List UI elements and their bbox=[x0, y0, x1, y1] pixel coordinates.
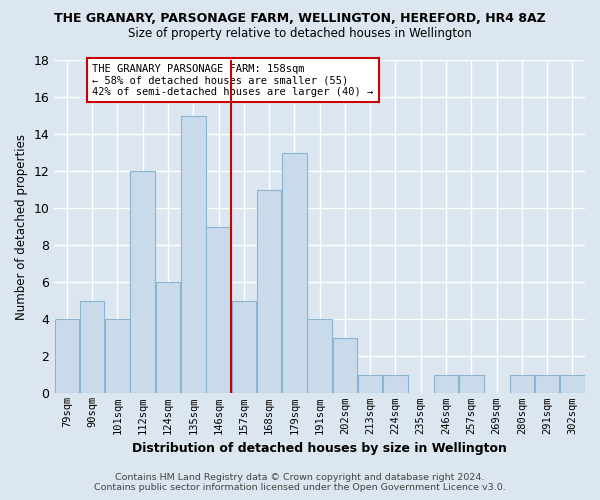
Bar bbox=[307, 320, 332, 394]
Bar bbox=[80, 301, 104, 394]
Bar bbox=[55, 320, 79, 394]
Text: THE GRANARY PARSONAGE FARM: 158sqm
← 58% of detached houses are smaller (55)
42%: THE GRANARY PARSONAGE FARM: 158sqm ← 58%… bbox=[92, 64, 373, 97]
Bar bbox=[181, 116, 206, 394]
Bar bbox=[434, 375, 458, 394]
Bar bbox=[560, 375, 584, 394]
Text: THE GRANARY, PARSONAGE FARM, WELLINGTON, HEREFORD, HR4 8AZ: THE GRANARY, PARSONAGE FARM, WELLINGTON,… bbox=[54, 12, 546, 26]
Text: Size of property relative to detached houses in Wellington: Size of property relative to detached ho… bbox=[128, 28, 472, 40]
Bar bbox=[156, 282, 180, 394]
Bar bbox=[257, 190, 281, 394]
Bar bbox=[282, 152, 307, 394]
Bar bbox=[535, 375, 559, 394]
X-axis label: Distribution of detached houses by size in Wellington: Distribution of detached houses by size … bbox=[132, 442, 507, 455]
Bar bbox=[105, 320, 130, 394]
Bar bbox=[459, 375, 484, 394]
Bar bbox=[509, 375, 534, 394]
Text: Contains HM Land Registry data © Crown copyright and database right 2024.
Contai: Contains HM Land Registry data © Crown c… bbox=[94, 473, 506, 492]
Bar bbox=[232, 301, 256, 394]
Bar bbox=[206, 226, 231, 394]
Bar bbox=[383, 375, 408, 394]
Bar bbox=[130, 171, 155, 394]
Bar bbox=[358, 375, 382, 394]
Y-axis label: Number of detached properties: Number of detached properties bbox=[15, 134, 28, 320]
Bar bbox=[332, 338, 357, 394]
